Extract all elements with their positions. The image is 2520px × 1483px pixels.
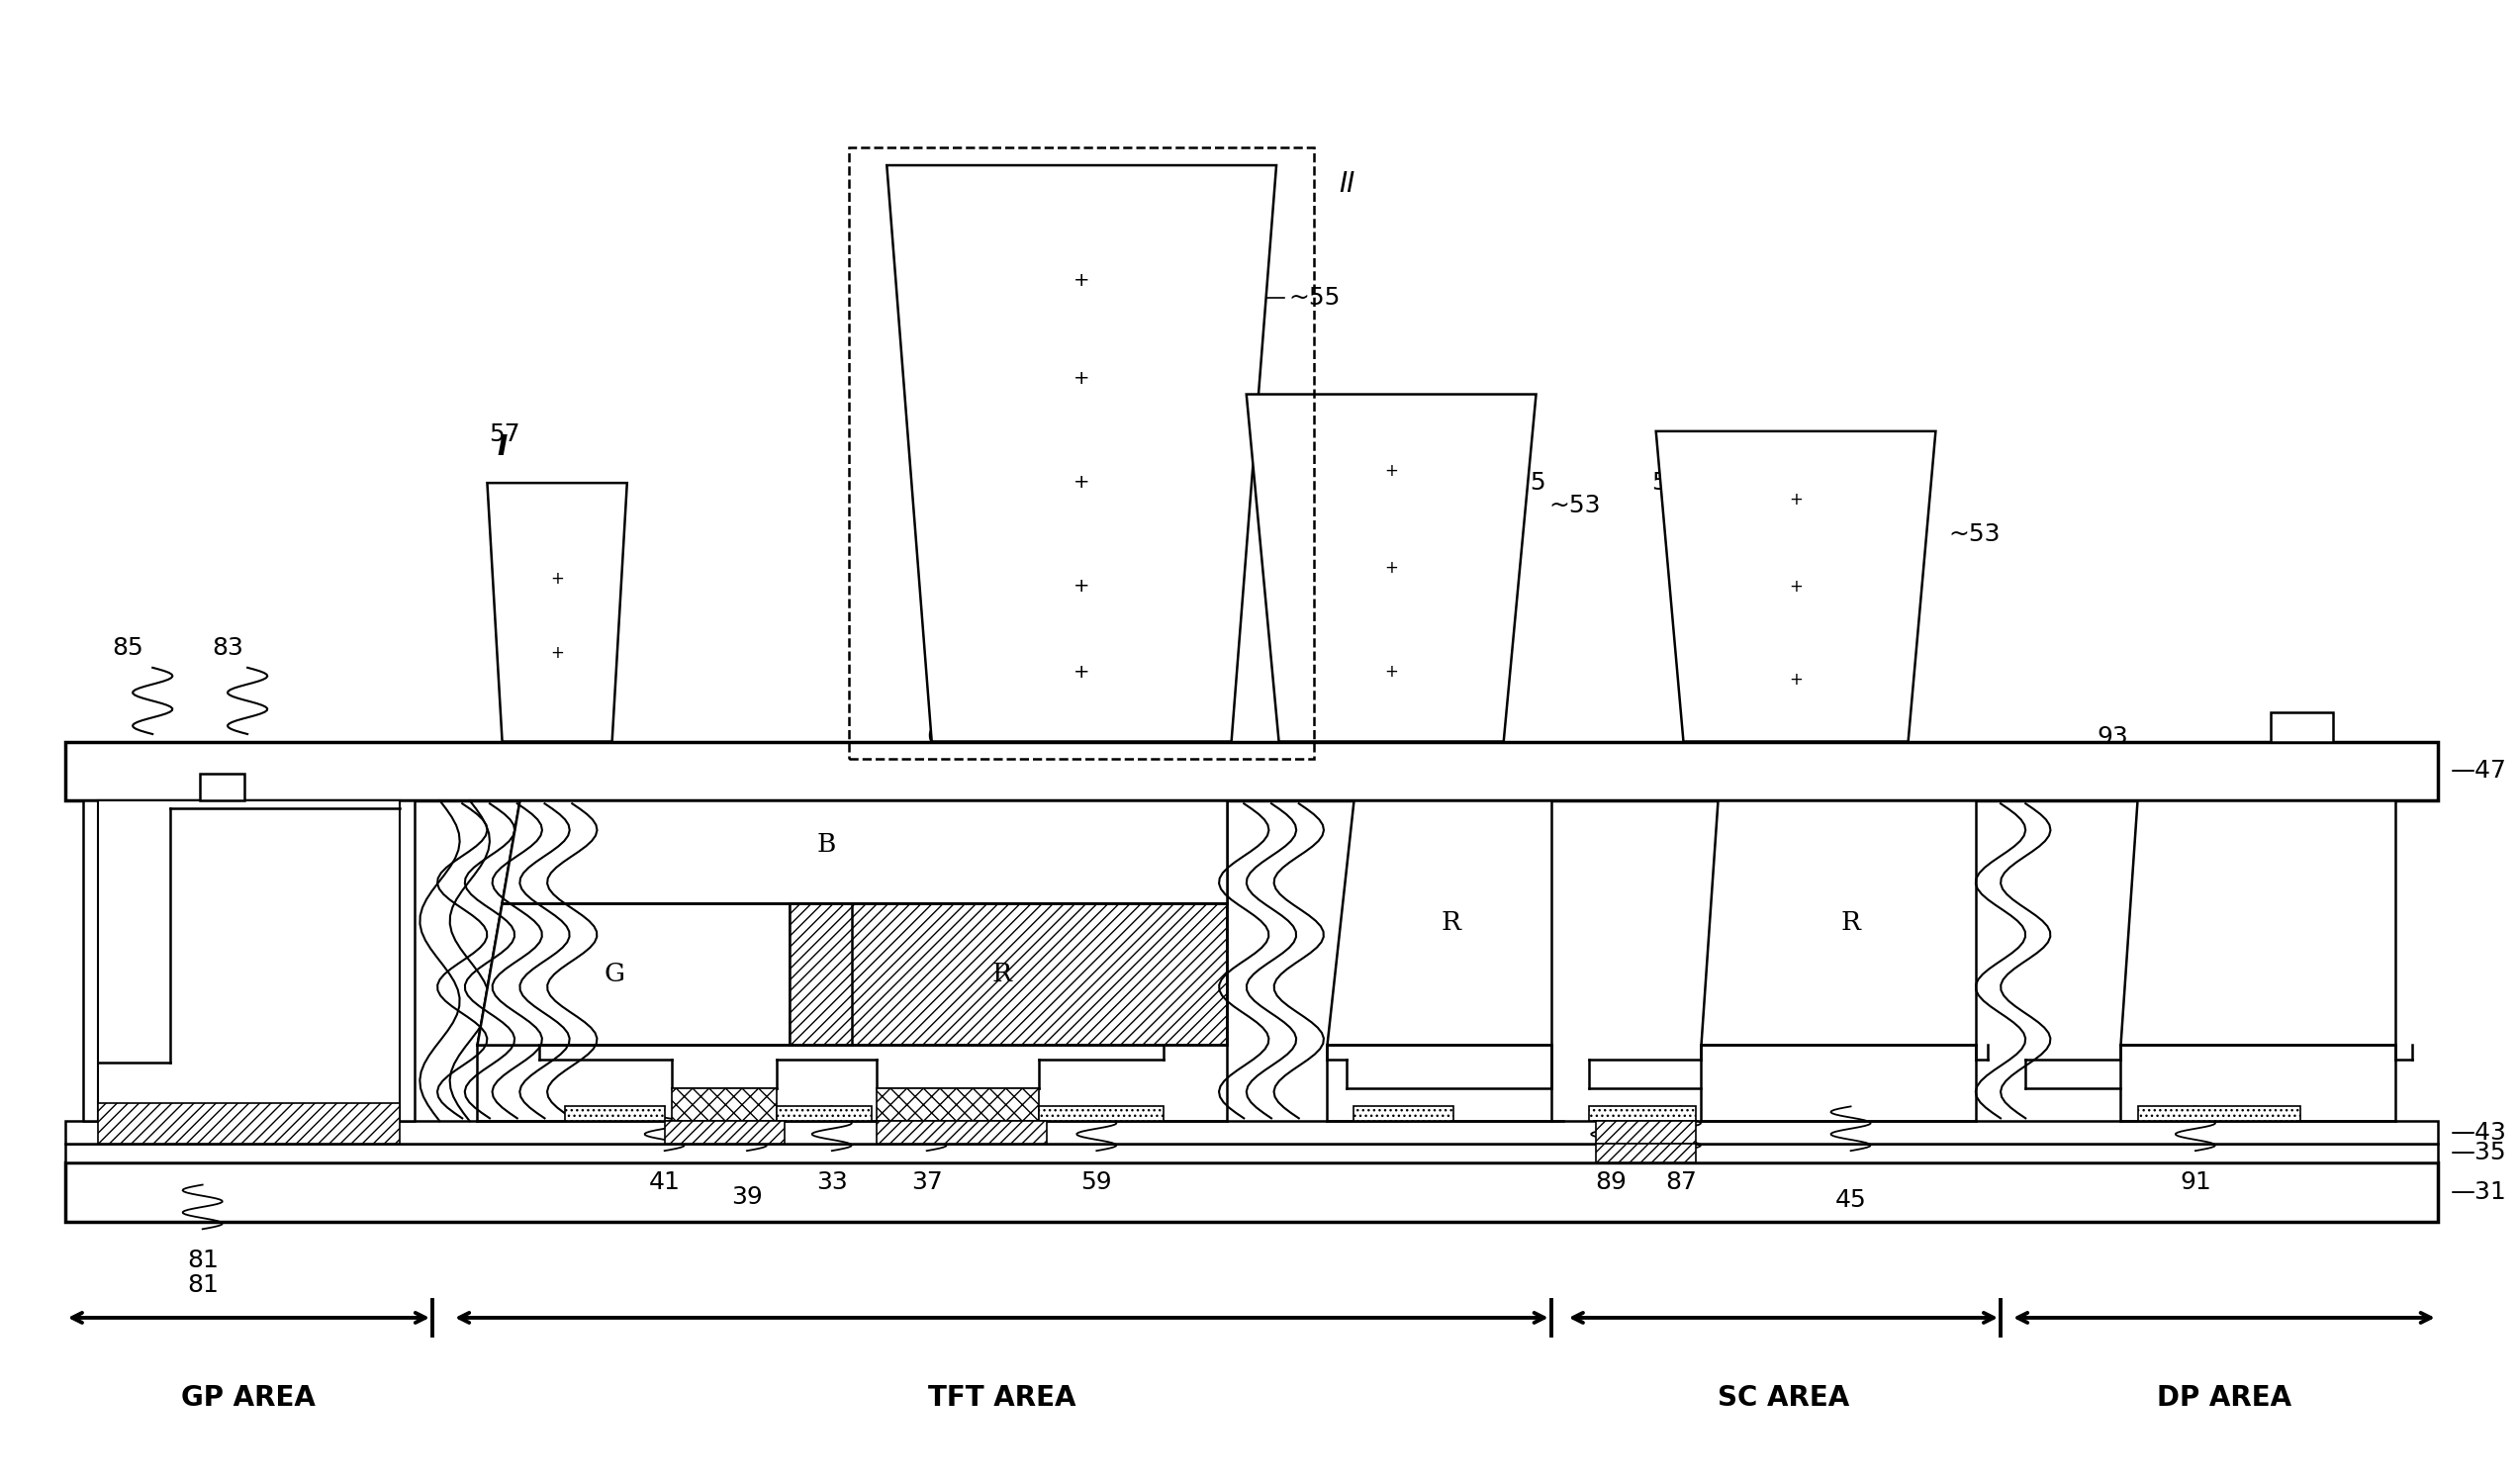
- Bar: [1588, 1106, 1696, 1121]
- Bar: [849, 147, 1313, 759]
- Text: +: +: [1383, 663, 1399, 681]
- Polygon shape: [1656, 432, 1935, 742]
- Text: +: +: [549, 644, 564, 661]
- Bar: [789, 903, 1227, 1044]
- Text: R: R: [1441, 911, 1462, 934]
- Text: 95: 95: [2286, 725, 2316, 749]
- Polygon shape: [1247, 394, 1537, 742]
- Text: ~55: ~55: [1288, 286, 1341, 310]
- Text: —43: —43: [2449, 1121, 2507, 1145]
- Text: —47: —47: [2449, 759, 2507, 783]
- Text: +: +: [1789, 491, 1802, 509]
- Text: SC AREA: SC AREA: [1719, 1384, 1850, 1412]
- Text: GP AREA: GP AREA: [181, 1384, 315, 1412]
- Text: TFT AREA: TFT AREA: [927, 1384, 1076, 1412]
- Text: +: +: [1074, 369, 1089, 389]
- Bar: [66, 742, 2437, 801]
- Bar: [83, 801, 416, 1121]
- Bar: [665, 1121, 784, 1143]
- Bar: [199, 774, 244, 801]
- Polygon shape: [501, 801, 1227, 903]
- Text: II: II: [1338, 169, 1356, 197]
- Text: ~53: ~53: [1550, 494, 1600, 518]
- Polygon shape: [476, 903, 852, 1044]
- Text: R: R: [993, 961, 1011, 986]
- Text: 51: 51: [1651, 472, 1683, 495]
- Text: ~53: ~53: [1948, 523, 2001, 547]
- Bar: [673, 1089, 776, 1121]
- Text: 93: 93: [2097, 725, 2129, 749]
- Polygon shape: [1326, 801, 1552, 1044]
- Text: 81: 81: [186, 1274, 219, 1298]
- Bar: [776, 1106, 872, 1121]
- Text: 75: 75: [1515, 472, 1547, 495]
- Text: 83: 83: [212, 636, 244, 660]
- Bar: [1595, 1143, 1696, 1163]
- Bar: [877, 1121, 1046, 1143]
- Bar: [2271, 712, 2334, 742]
- Text: +: +: [1074, 663, 1089, 682]
- Text: I: I: [496, 433, 507, 461]
- Text: 49: 49: [1081, 725, 1111, 749]
- Text: 89: 89: [1595, 1170, 1628, 1194]
- Text: 61: 61: [927, 725, 958, 749]
- Bar: [66, 1163, 2437, 1222]
- Text: 57: 57: [489, 423, 519, 446]
- Text: 91: 91: [2180, 1170, 2210, 1194]
- Text: 85: 85: [111, 636, 144, 660]
- Text: +: +: [1074, 577, 1089, 595]
- Text: R: R: [1842, 911, 1860, 934]
- Bar: [98, 1103, 401, 1143]
- Text: 41: 41: [648, 1170, 680, 1194]
- Text: 81: 81: [186, 1249, 219, 1272]
- Text: +: +: [1383, 559, 1399, 577]
- Bar: [1353, 1106, 1454, 1121]
- Text: —31: —31: [2449, 1180, 2507, 1204]
- Text: 37: 37: [912, 1170, 942, 1194]
- Text: 45: 45: [1835, 1188, 1867, 1212]
- Text: G: G: [605, 961, 625, 986]
- Text: +: +: [1383, 461, 1399, 479]
- Text: 39: 39: [731, 1185, 764, 1209]
- Text: —35: —35: [2449, 1140, 2505, 1164]
- Text: DP AREA: DP AREA: [2157, 1384, 2291, 1412]
- Bar: [877, 1089, 1038, 1121]
- Text: +: +: [549, 569, 564, 587]
- Bar: [66, 1143, 2437, 1163]
- Text: B: B: [816, 832, 837, 857]
- Polygon shape: [2119, 801, 2394, 1044]
- Polygon shape: [887, 165, 1275, 742]
- Text: 87: 87: [1666, 1170, 1696, 1194]
- Text: +: +: [1789, 577, 1802, 595]
- Text: 59: 59: [1081, 1170, 1111, 1194]
- Text: +: +: [1074, 473, 1089, 491]
- Polygon shape: [1701, 801, 1976, 1044]
- Bar: [1595, 1121, 1696, 1143]
- Text: 33: 33: [816, 1170, 847, 1194]
- Bar: [564, 1106, 665, 1121]
- Text: +: +: [1074, 271, 1089, 289]
- Bar: [2137, 1106, 2301, 1121]
- Polygon shape: [476, 801, 1227, 1044]
- Polygon shape: [486, 483, 627, 742]
- Text: +: +: [1789, 670, 1802, 688]
- Bar: [1038, 1106, 1164, 1121]
- Bar: [98, 801, 401, 1121]
- Bar: [66, 1121, 2437, 1143]
